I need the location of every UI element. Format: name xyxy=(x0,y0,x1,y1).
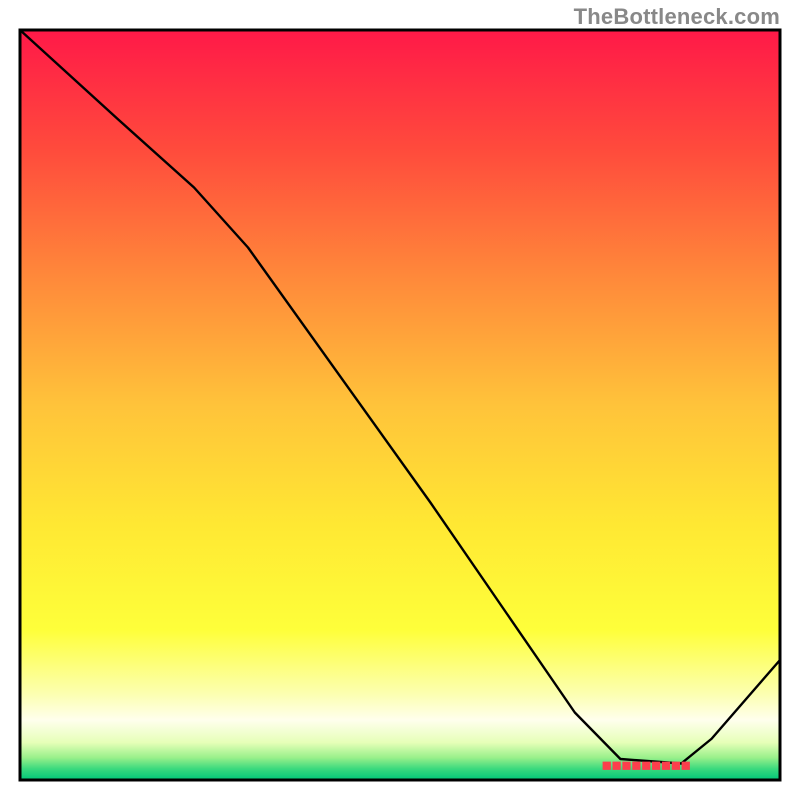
watermark-text: TheBottleneck.com xyxy=(574,4,780,30)
optimal-range-marker xyxy=(603,762,690,770)
bottleneck-chart xyxy=(0,0,800,800)
chart-background xyxy=(20,30,780,780)
chart-container: TheBottleneck.com xyxy=(0,0,800,800)
